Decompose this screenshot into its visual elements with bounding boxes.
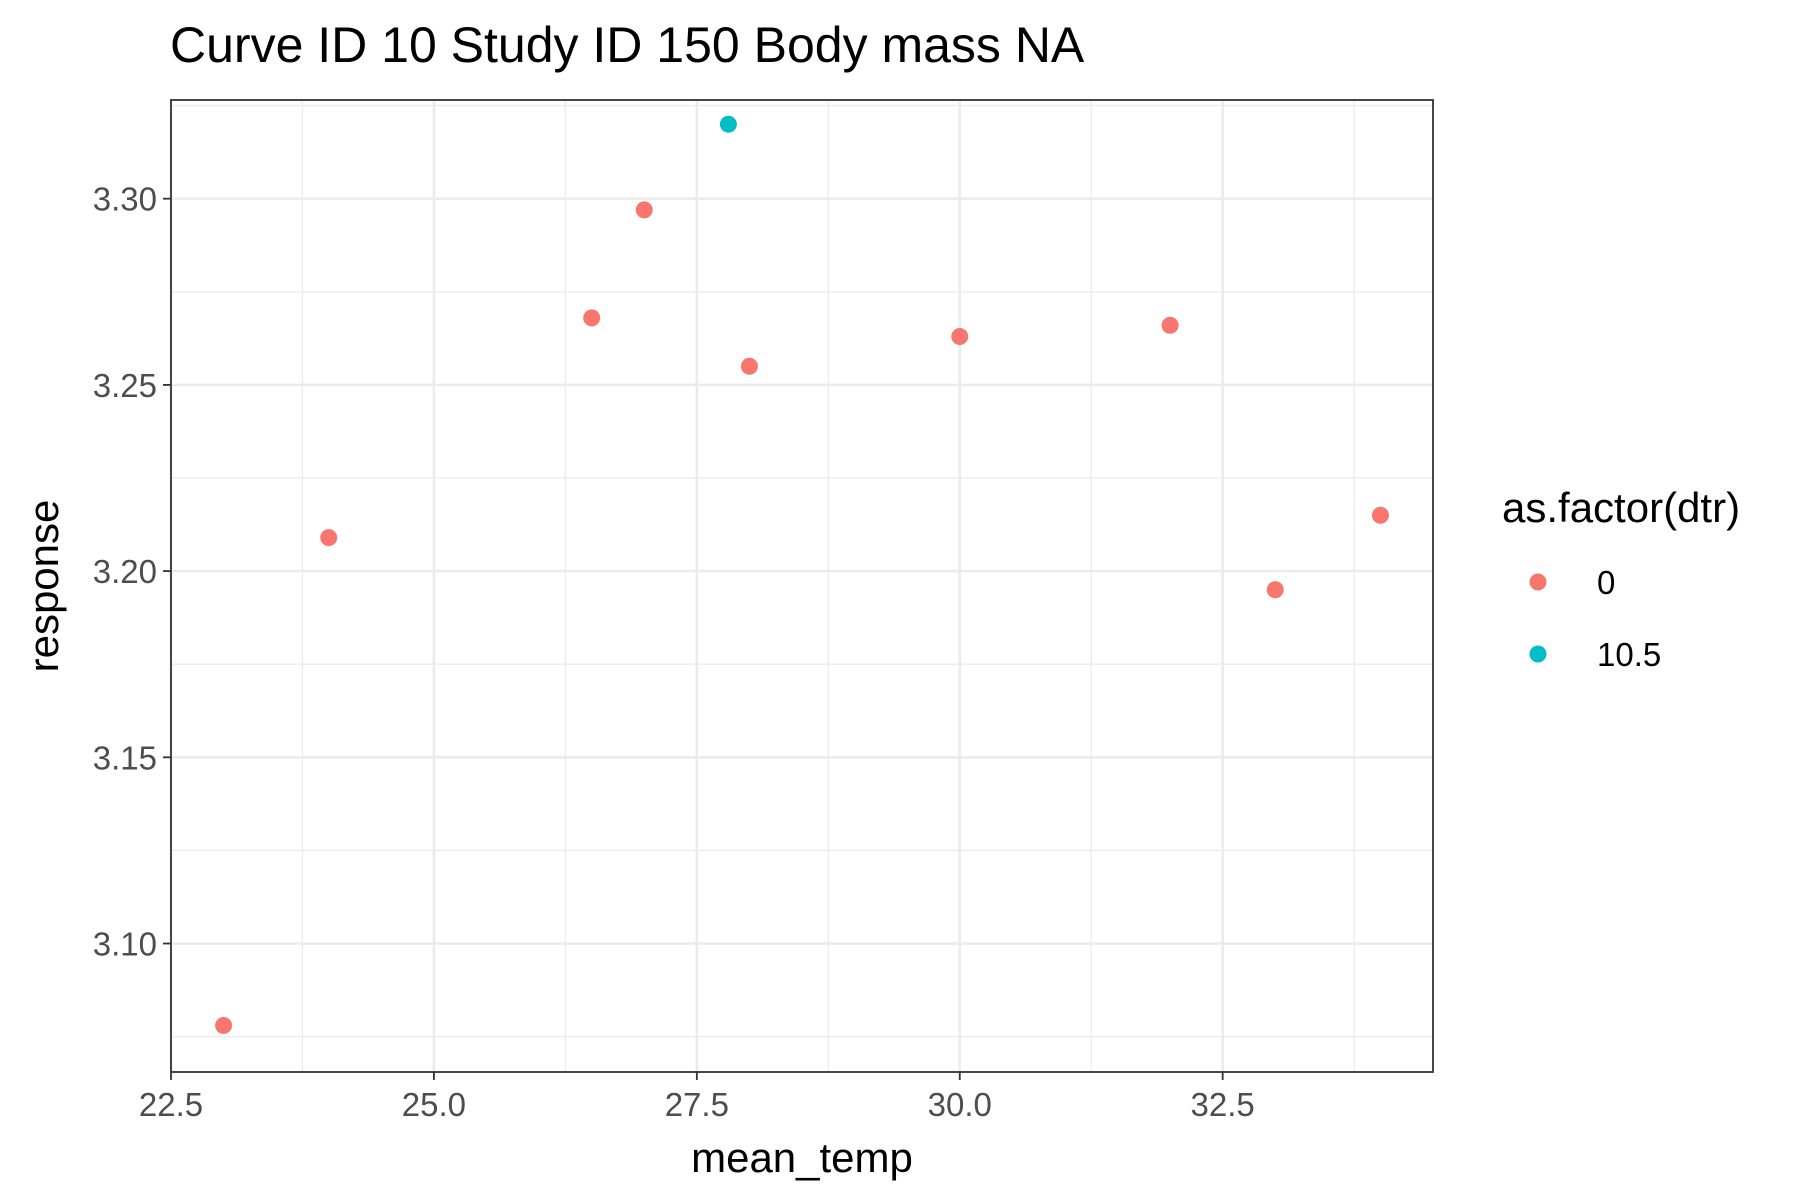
data-point xyxy=(1161,316,1179,334)
data-point xyxy=(1266,581,1284,599)
x-tick-label: 22.5 xyxy=(139,1086,203,1123)
plot-border xyxy=(170,99,1434,1073)
y-tick-label: 3.30 xyxy=(93,181,157,218)
x-tick-label: 30.0 xyxy=(928,1086,992,1123)
x-tick-label: 25.0 xyxy=(402,1086,466,1123)
x-tick-label: 27.5 xyxy=(665,1086,729,1123)
plot-panel xyxy=(171,100,1433,1072)
x-axis-title: mean_temp xyxy=(691,1134,913,1181)
x-tick-label: 32.5 xyxy=(1191,1086,1255,1123)
data-points xyxy=(215,115,1389,1034)
y-tick-label: 3.15 xyxy=(93,739,157,776)
y-axis-title: response xyxy=(20,500,67,673)
x-axis-ticks: 22.5 25.0 27.5 30.0 32.5 xyxy=(139,1072,1255,1123)
y-tick-label: 3.25 xyxy=(93,367,157,404)
legend-key xyxy=(1529,645,1547,663)
legend-label: 10.5 xyxy=(1597,636,1661,673)
data-point xyxy=(1371,506,1389,524)
data-point xyxy=(320,529,338,547)
data-point xyxy=(719,115,737,133)
legend-key xyxy=(1529,573,1547,591)
data-point xyxy=(951,327,969,345)
legend: as.factor(dtr) 010.5 xyxy=(1502,484,1740,673)
data-point xyxy=(583,309,601,327)
y-tick-label: 3.20 xyxy=(93,553,157,590)
legend-title: as.factor(dtr) xyxy=(1502,484,1740,531)
data-point xyxy=(215,1016,233,1034)
y-tick-label: 3.10 xyxy=(93,926,157,963)
legend-label: 0 xyxy=(1597,564,1615,601)
data-point xyxy=(740,357,758,375)
chart-title: Curve ID 10 Study ID 150 Body mass NA xyxy=(170,17,1085,73)
y-axis-ticks: 3.10 3.15 3.20 3.25 3.30 xyxy=(93,181,171,963)
legend-entries: 010.5 xyxy=(1529,564,1661,673)
data-point xyxy=(635,201,653,219)
